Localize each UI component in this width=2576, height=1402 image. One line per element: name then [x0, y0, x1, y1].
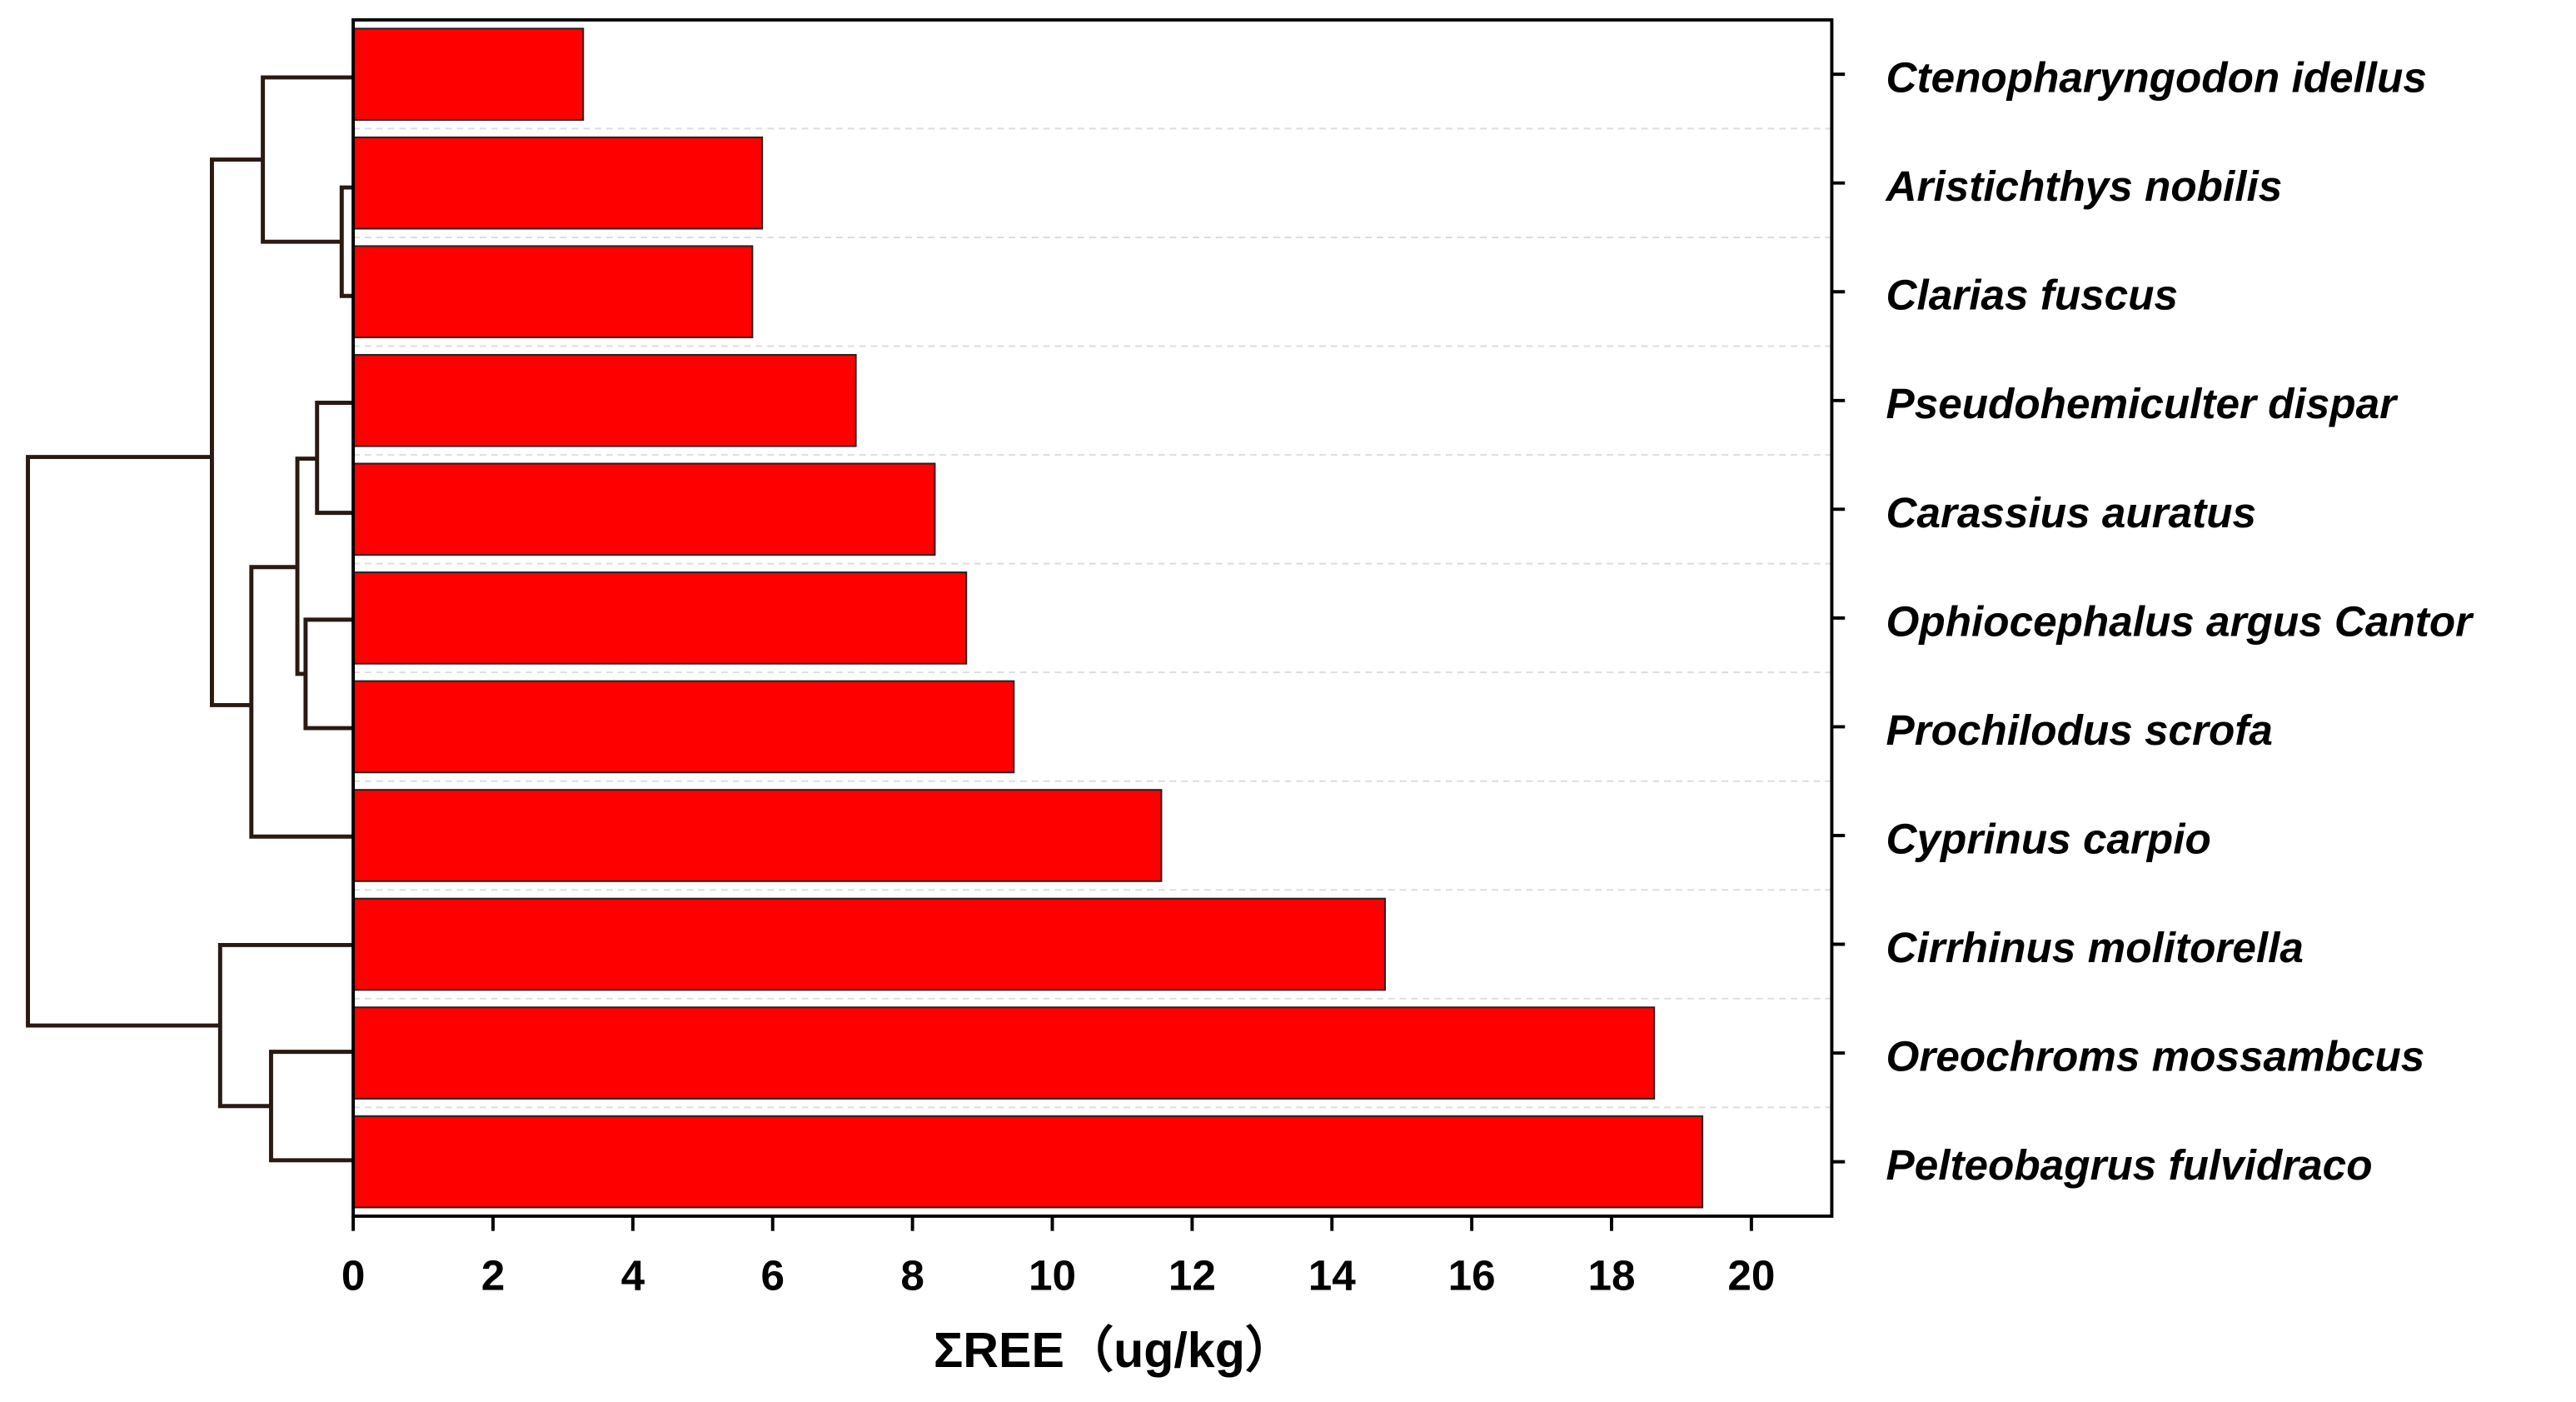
x-tick-label: 8: [900, 1251, 924, 1299]
x-tick-label: 18: [1587, 1251, 1635, 1299]
x-tick-label: 6: [760, 1251, 785, 1299]
x-tick-label: 16: [1448, 1251, 1496, 1299]
x-tick-label: 4: [621, 1251, 645, 1299]
category-label: Pelteobagrus fulvidraco: [1886, 1141, 2373, 1189]
bar: [352, 1115, 1704, 1209]
bar: [352, 680, 1015, 774]
x-axis-label: ΣREE（ug/kg）: [934, 1322, 1294, 1378]
x-tick-label: 12: [1168, 1251, 1216, 1299]
bar: [352, 462, 936, 556]
category-label: Ctenopharyngodon idellus: [1886, 54, 2427, 102]
x-tick-label: 2: [481, 1251, 506, 1299]
x-tick-label: 14: [1308, 1251, 1357, 1299]
plot-frame: [351, 17, 1834, 1218]
x-tick-label: 20: [1727, 1251, 1775, 1299]
category-label: Ophiocephalus argus Cantor: [1886, 597, 2475, 645]
bar: [352, 571, 968, 665]
category-label: Aristichthys nobilis: [1885, 162, 2283, 210]
bar: [352, 245, 754, 339]
bar: [352, 27, 585, 121]
category-label: Cirrhinus molitorella: [1886, 924, 2304, 971]
category-label: Cyprinus carpio: [1886, 815, 2211, 862]
category-label: Oreochroms mossambcus: [1886, 1033, 2425, 1080]
category-label: Carassius auratus: [1886, 489, 2257, 536]
x-tick-label: 10: [1029, 1251, 1076, 1299]
category-label: Pseudohemiculter dispar: [1886, 380, 2399, 427]
bar: [352, 897, 1387, 991]
category-label: Prochilodus scrofa: [1886, 706, 2273, 754]
bar: [352, 353, 857, 447]
bar: [352, 789, 1163, 882]
dendrogram: [26, 75, 354, 1163]
x-tick-label: 0: [341, 1251, 366, 1299]
category-label: Clarias fuscus: [1886, 272, 2178, 319]
bar: [352, 136, 764, 230]
bar: [352, 1006, 1656, 1100]
